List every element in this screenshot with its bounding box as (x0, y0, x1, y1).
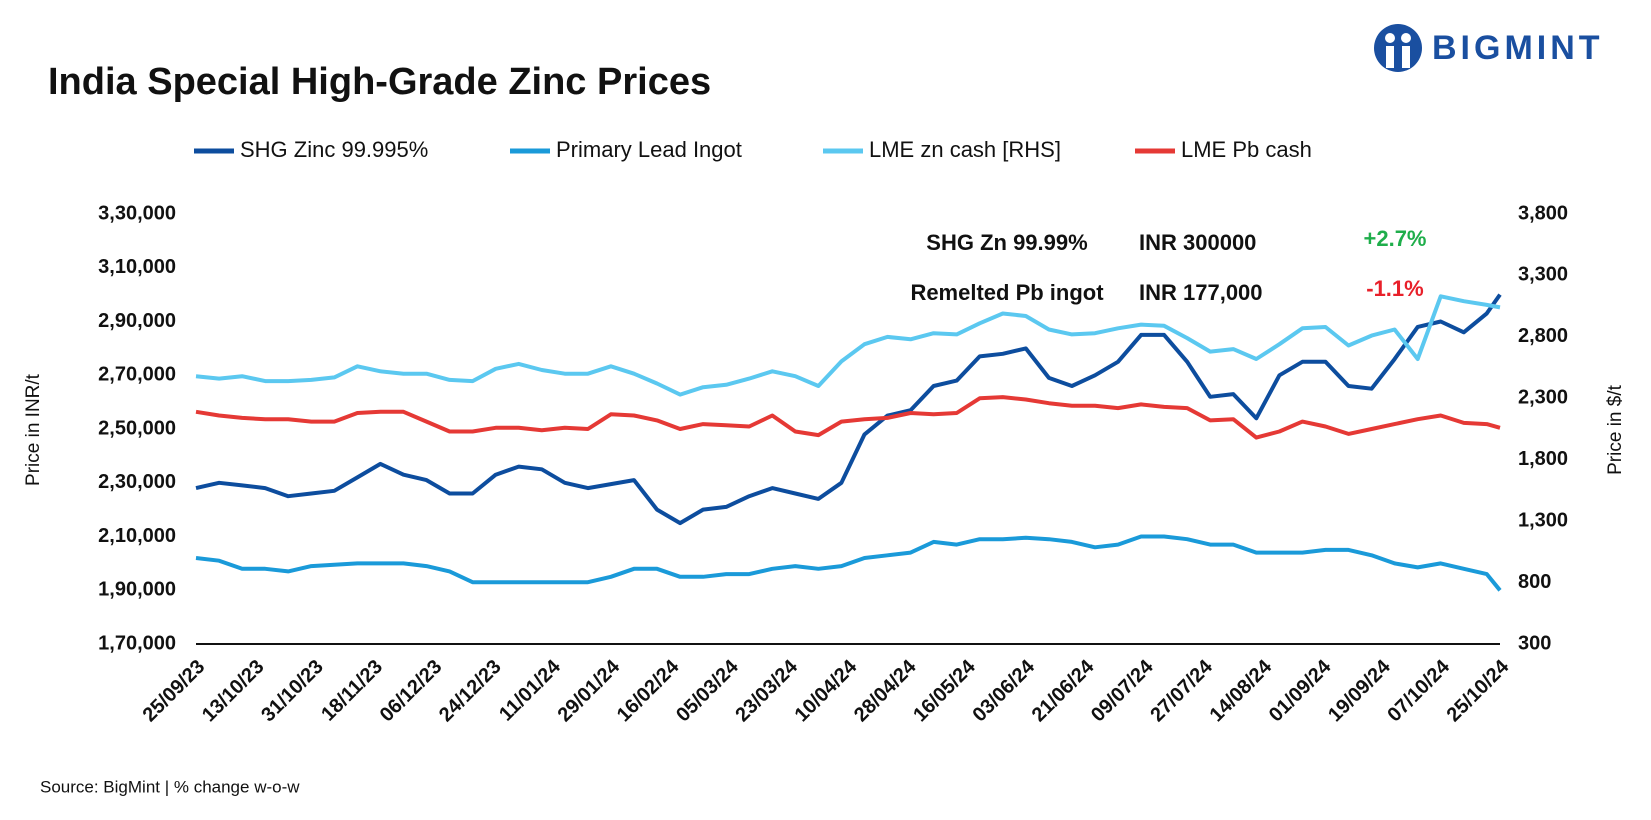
y-tick-label: 1,90,000 (98, 579, 176, 601)
annotation-change: +2.7% (1364, 226, 1427, 251)
legend-label: SHG Zinc 99.995% (240, 137, 428, 162)
y-tick-label: 3,30,000 (98, 202, 176, 224)
x-tick-label: 24/12/23 (435, 656, 506, 727)
annotation-label: SHG Zn 99.99% (926, 230, 1087, 255)
y-tick-label: 2,50,000 (98, 417, 176, 439)
x-tick-label: 29/01/24 (554, 655, 625, 726)
annotation-price: INR 177,000 (1139, 280, 1263, 305)
x-tick-label: 06/12/23 (376, 656, 447, 727)
y-tick-label: 2,10,000 (98, 525, 176, 547)
x-tick-label: 28/04/24 (850, 655, 921, 726)
y2-tick-label: 1,300 (1518, 509, 1568, 531)
x-tick-label: 27/07/24 (1146, 655, 1217, 726)
y2-tick-label: 1,800 (1518, 448, 1568, 470)
x-tick-label: 10/04/24 (791, 655, 862, 726)
x-tick-label: 23/03/24 (731, 655, 802, 726)
y2-tick-label: 800 (1518, 571, 1551, 593)
annotation-label: Remelted Pb ingot (910, 280, 1104, 305)
logo-text: BIGMINT (1432, 29, 1604, 67)
chart-title: India Special High-Grade Zinc Prices (48, 61, 711, 103)
x-tick-label: 07/10/24 (1383, 655, 1454, 726)
x-tick-label: 01/09/24 (1265, 655, 1336, 726)
x-tick-label: 11/01/24 (495, 655, 565, 725)
y-tick-label: 2,70,000 (98, 364, 176, 386)
x-tick-label: 13/10/23 (198, 656, 269, 727)
x-tick-label: 25/09/23 (139, 656, 210, 727)
y-axis-label: Price in INR/t (23, 373, 44, 486)
legend-label: LME zn cash [RHS] (869, 137, 1061, 162)
series-line (195, 534, 1502, 592)
x-tick-label: 18/11/23 (317, 656, 387, 726)
logo: BIGMINT (1374, 24, 1604, 72)
logo-icon-head (1385, 33, 1395, 43)
y-tick-label: 3,10,000 (98, 256, 176, 278)
logo-icon-head (1401, 33, 1411, 43)
y-tick-label: 1,70,000 (98, 632, 176, 654)
x-tick-label: 05/03/24 (672, 655, 743, 726)
y2-axis-label: Price in $/t (1605, 384, 1626, 474)
x-tick-label: 31/10/23 (257, 656, 328, 727)
x-tick-label: 21/06/24 (1028, 655, 1099, 726)
y2-tick-label: 2,800 (1518, 325, 1568, 347)
y2-tick-label: 3,300 (1518, 264, 1568, 286)
x-tick-label: 03/06/24 (968, 655, 1039, 726)
y2-tick-label: 300 (1518, 632, 1551, 654)
logo-icon-body (1402, 46, 1410, 68)
x-tick-label: 25/10/24 (1443, 655, 1514, 726)
x-tick-label: 19/09/24 (1324, 655, 1395, 726)
x-tick-label: 16/05/24 (909, 655, 980, 726)
legend-label: Primary Lead Ingot (556, 137, 742, 162)
y2-tick-label: 3,800 (1518, 202, 1568, 224)
y2-tick-label: 2,300 (1518, 387, 1568, 409)
x-tick-label: 14/08/24 (1206, 655, 1277, 726)
source-note: Source: BigMint | % change w-o-w (40, 777, 300, 796)
y-tick-label: 2,90,000 (98, 310, 176, 332)
series-line (195, 294, 1501, 397)
logo-icon (1374, 24, 1422, 72)
series-line (195, 395, 1501, 440)
logo-icon-body (1386, 46, 1394, 68)
x-tick-label: 16/02/24 (613, 655, 684, 726)
series-line (195, 293, 1502, 526)
y-tick-label: 2,30,000 (98, 471, 176, 493)
x-tick-label: 09/07/24 (1087, 655, 1158, 726)
annotation-price: INR 300000 (1139, 230, 1256, 255)
annotation-change: -1.1% (1366, 276, 1423, 301)
legend-label: LME Pb cash (1181, 137, 1312, 162)
